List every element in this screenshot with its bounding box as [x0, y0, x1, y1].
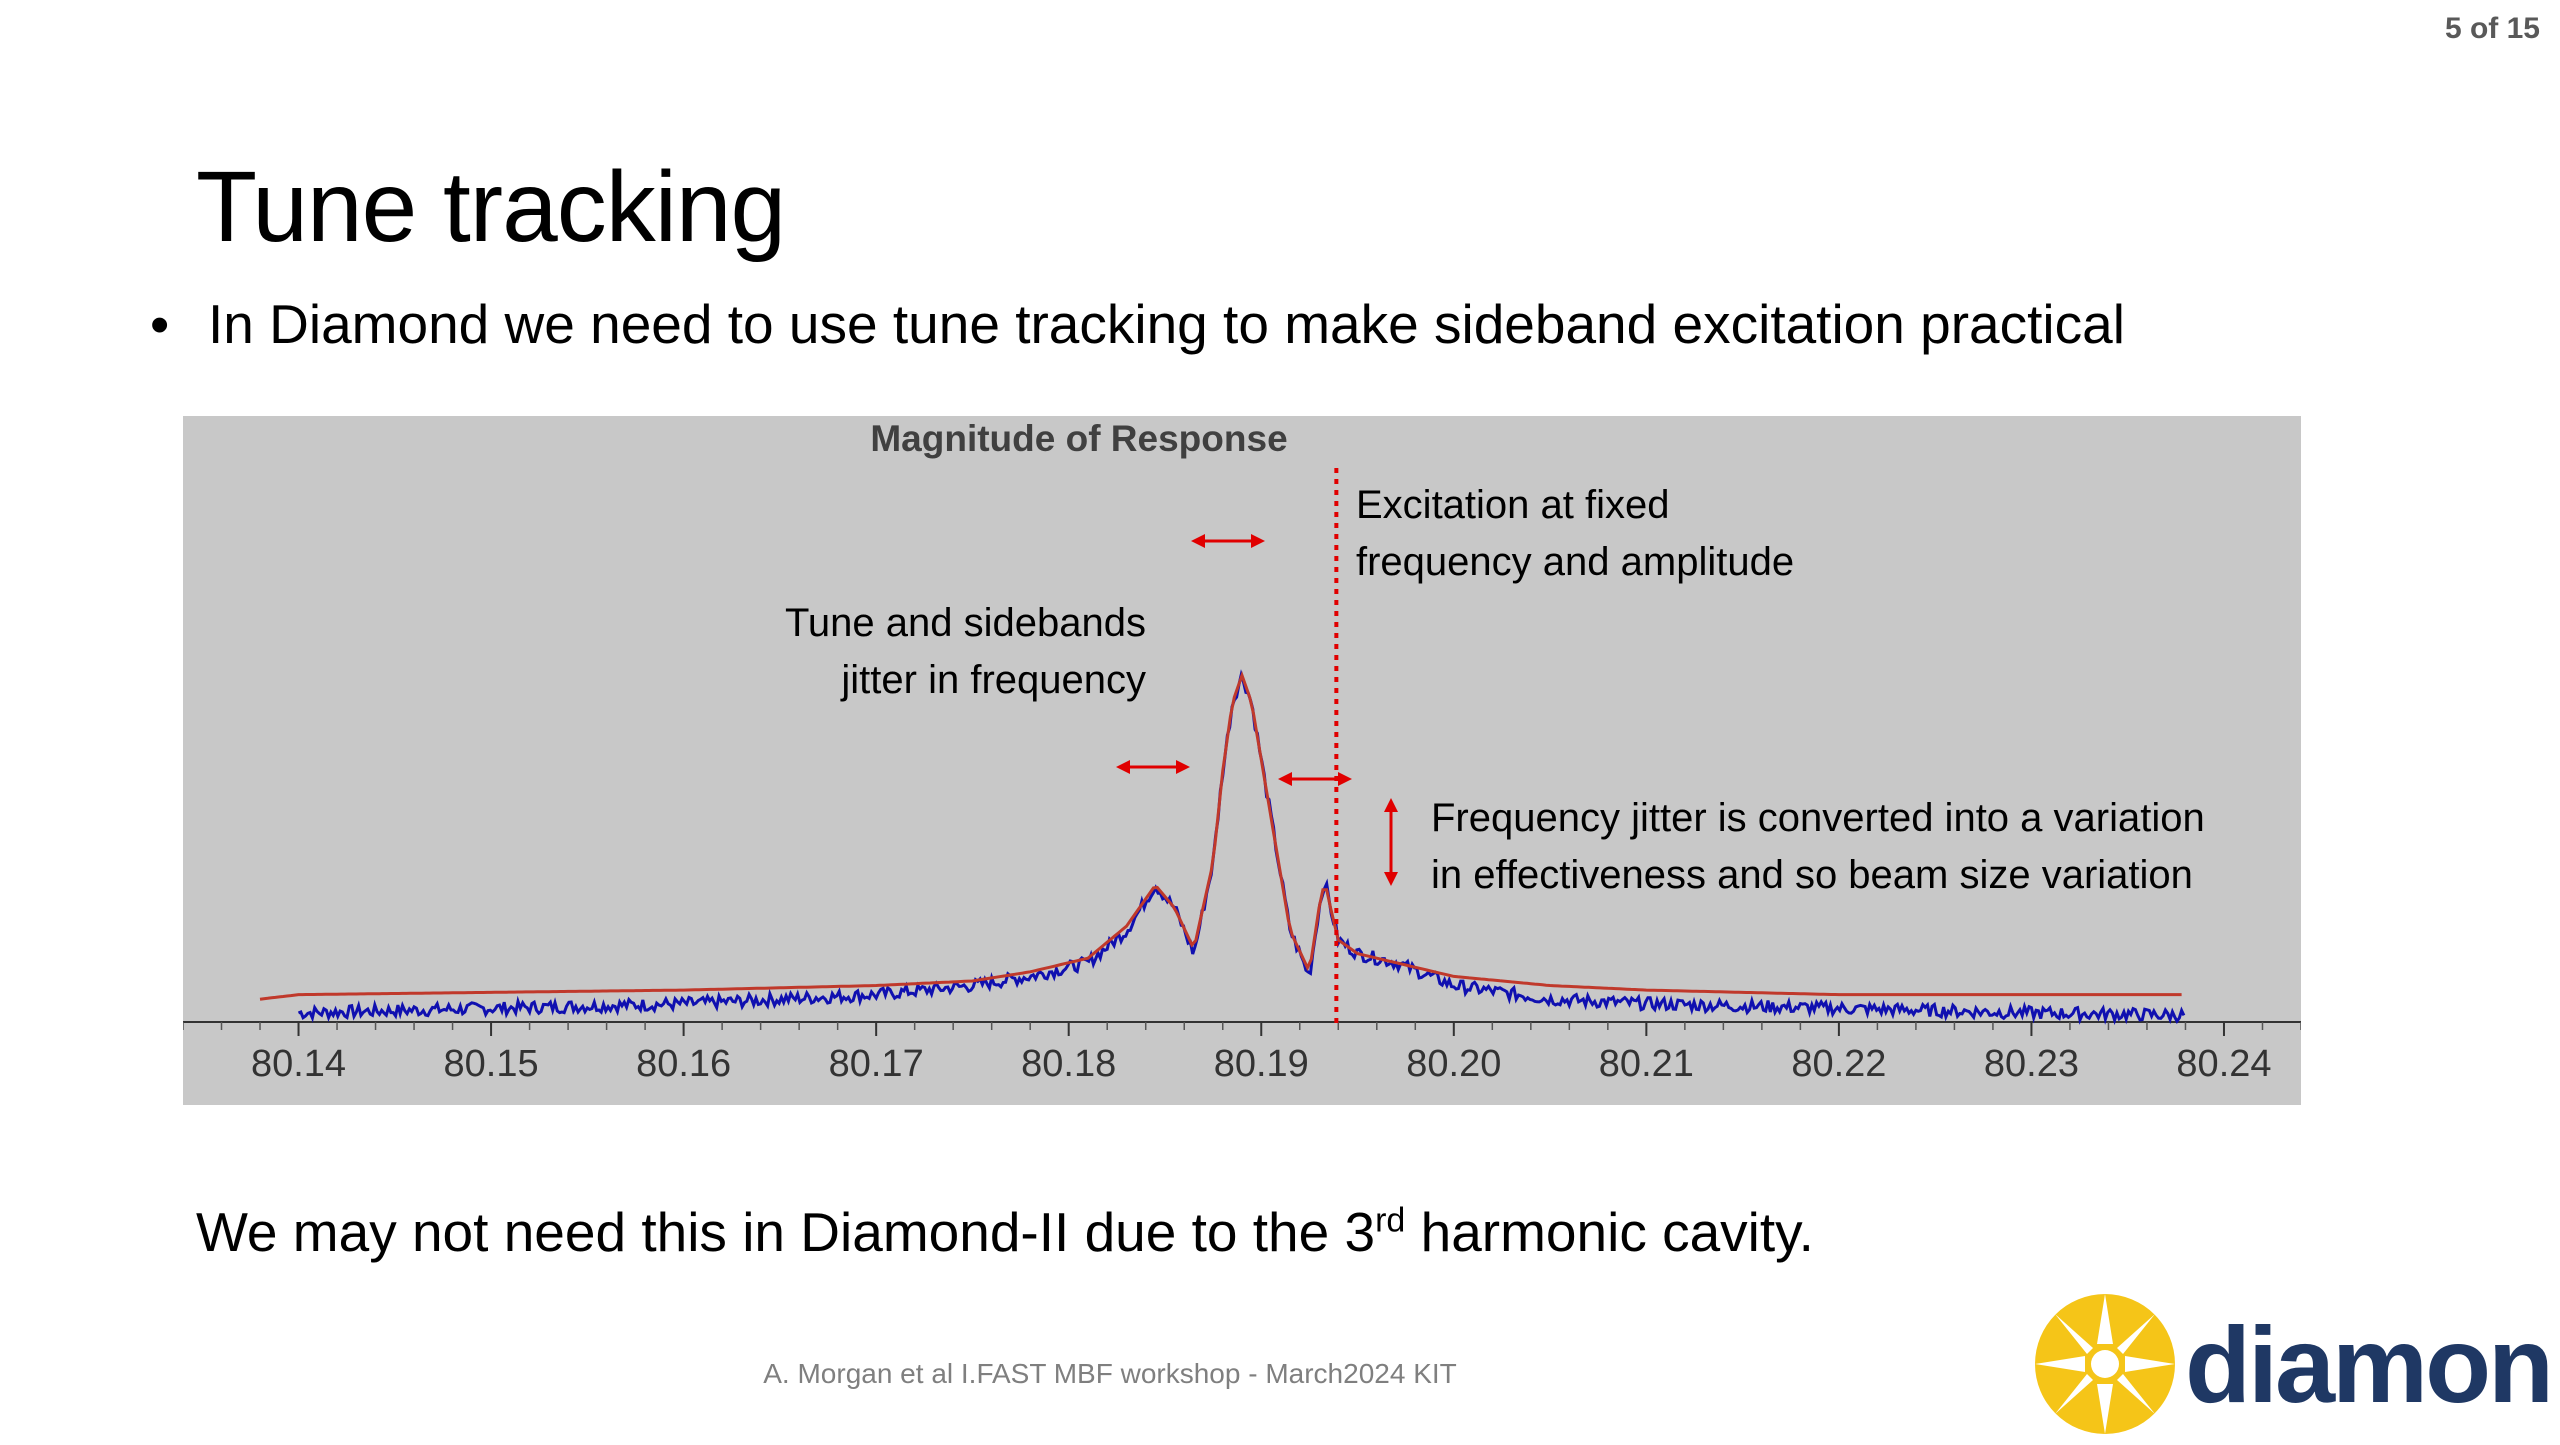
logo-wordmark: diamond: [2185, 1304, 2550, 1425]
response-chart: Magnitude of Response 80.14 80.15 80.16 80.…: [183, 416, 2301, 1105]
bullet-dot-icon: •: [150, 293, 170, 355]
x-tick-label: 80.23: [1984, 1043, 2079, 1085]
x-tick-label: 80.14: [251, 1043, 346, 1085]
bullet-point: • In Diamond we need to use tune tracking…: [150, 292, 2125, 356]
annotation-fixed-excitation-line2: frequency and amplitude: [1356, 540, 1794, 584]
note-text-post: harmonic cavity.: [1405, 1201, 1814, 1263]
starburst-logo-icon: [2035, 1294, 2175, 1434]
note-superscript: rd: [1375, 1201, 1406, 1240]
annotation-tune-jitter-line2: jitter in frequency: [840, 658, 1146, 702]
x-tick-label: 80.24: [2176, 1043, 2271, 1085]
response-chart-svg: Magnitude of Response 80.14 80.15 80.16 80.…: [183, 416, 2301, 1105]
bottom-note: We may not need this in Diamond-II due t…: [196, 1200, 1814, 1264]
x-tick-label: 80.22: [1791, 1043, 1886, 1085]
tune-jitter-arrow-top: [1191, 534, 1265, 548]
x-tick-label: 80.17: [829, 1043, 924, 1085]
annotation-effectiveness-line1: Frequency jitter is converted into a var…: [1431, 796, 2205, 840]
footer-text: A. Morgan et al I.FAST MBF workshop - Ma…: [763, 1358, 1457, 1389]
amplitude-variation-arrow: [1384, 798, 1398, 886]
annotation-effectiveness-line2: in effectiveness and so beam size variat…: [1431, 853, 2193, 897]
page-number: 5 of 15: [2444, 12, 2540, 45]
plot-background: [183, 416, 2301, 1105]
x-tick-labels: 80.14 80.15 80.16 80.17 80.18 80.19 80.20 80.21…: [251, 1043, 2272, 1085]
x-tick-label: 80.18: [1021, 1043, 1116, 1085]
diamond-logo: diamond: [2030, 1282, 2560, 1440]
x-tick-label: 80.16: [636, 1043, 731, 1085]
sideband-jitter-arrow-left: [1116, 760, 1190, 774]
annotation-fixed-excitation-line1: Excitation at fixed: [1356, 483, 1670, 527]
annotation-tune-jitter-line1: Tune and sidebands: [785, 601, 1146, 645]
fitted-response-line: [259, 670, 2182, 1001]
x-tick-label: 80.21: [1599, 1043, 1694, 1085]
x-tick-label: 80.19: [1214, 1043, 1309, 1085]
x-tick-label: 80.15: [444, 1043, 539, 1085]
chart-title: Magnitude of Response: [870, 418, 1287, 459]
note-text-pre: We may not need this in Diamond-II due t…: [196, 1201, 1376, 1263]
x-major-ticks: [297, 1022, 2225, 1036]
bullet-text: In Diamond we need to use tune tracking …: [208, 293, 2125, 355]
x-tick-label: 80.20: [1406, 1043, 1501, 1085]
slide-title: Tune tracking: [196, 151, 786, 263]
sideband-jitter-arrow-right: [1278, 772, 1352, 786]
